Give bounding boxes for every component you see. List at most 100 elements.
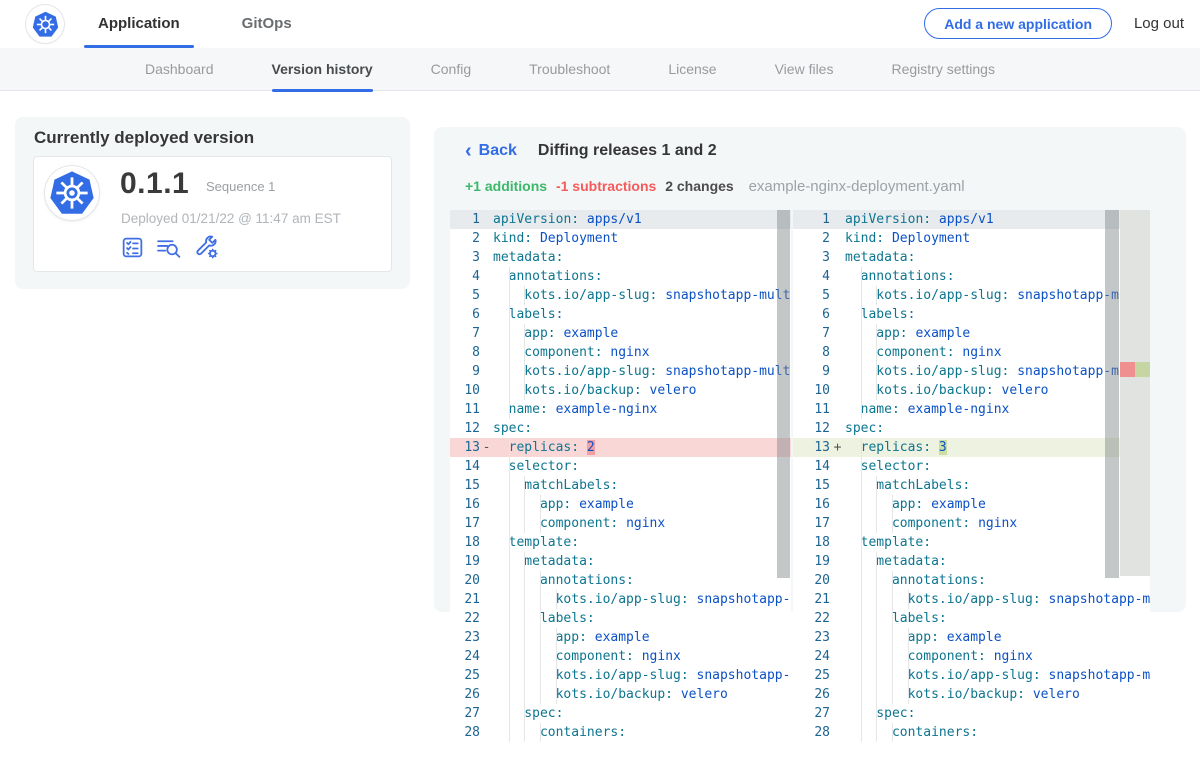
indent-guide <box>860 704 862 723</box>
indent-guide <box>508 267 510 286</box>
indent-guide <box>508 533 510 552</box>
indent-guide <box>508 552 510 571</box>
indent-guide <box>876 286 878 305</box>
line-number: 1 <box>822 212 830 227</box>
line-number: 23 <box>814 630 830 645</box>
yaml-key: metadata: <box>524 554 595 569</box>
code-line: 13- replicas: 2 <box>450 438 791 457</box>
diff-sign <box>480 267 493 286</box>
subnav-tab-dashboard[interactable]: Dashboard <box>145 61 214 77</box>
yaml-line-content: kots.io/backup: velero <box>493 685 791 704</box>
subnav-tab-troubleshoot[interactable]: Troubleshoot <box>529 61 611 77</box>
view-files-icon[interactable] <box>156 235 183 260</box>
code-line: 11 name: example-nginx <box>450 400 791 419</box>
indent-guide <box>860 495 862 514</box>
yaml-line-content: kots.io/app-slug: snapshotapp-multi <box>493 666 791 685</box>
yaml-line-content: component: nginx <box>845 514 1150 533</box>
subnav-tab-version-history[interactable]: Version history <box>271 48 373 92</box>
code-line: 23 app: example <box>793 628 1150 647</box>
diff-editor-modified: 1 apiVersion: apps/v1 2 kind: Deployment 3 me… <box>793 210 1150 743</box>
yaml-value: apps/v1 <box>586 212 642 227</box>
code-line: 5 kots.io/app-slug: snapshotapp-multi <box>450 286 791 305</box>
config-tools-icon[interactable] <box>194 234 220 260</box>
scrollbar-thumb[interactable] <box>1105 210 1119 578</box>
line-number: 15 <box>814 478 830 493</box>
indent-guide <box>539 685 541 704</box>
indent-guide <box>508 723 510 742</box>
indent-guide <box>539 628 541 647</box>
code-line: 21 kots.io/app-slug: snapshotapp-multi <box>450 590 791 609</box>
line-number: 18 <box>814 535 830 550</box>
indent-guide <box>876 571 878 590</box>
indent-guide <box>860 571 862 590</box>
yaml-value: example <box>931 497 986 512</box>
yaml-key: template: <box>508 535 580 550</box>
release-notes-icon[interactable] <box>120 235 145 260</box>
diff-sign <box>830 229 845 248</box>
code-line: 26 kots.io/backup: velero <box>793 685 1150 704</box>
subnav-tab-license[interactable]: License <box>668 61 717 77</box>
yaml-line-content: component: nginx <box>845 647 1150 666</box>
line-number: 10 <box>814 383 830 398</box>
yaml-line-content: app: example <box>845 628 1150 647</box>
indent-guide <box>891 723 893 742</box>
logout-button[interactable]: Log out <box>1133 15 1184 32</box>
line-number: 21 <box>464 592 480 607</box>
chevron-left-icon: ‹ <box>465 140 472 162</box>
yaml-key: kots.io/app-slug: <box>907 668 1041 683</box>
app-subnav: Dashboard Version history Config Troublesho… <box>0 48 1200 92</box>
yaml-line-content: spec: <box>493 704 791 723</box>
diff-sign <box>830 343 845 362</box>
line-number: 13 <box>464 440 480 455</box>
diff-sign <box>830 704 845 723</box>
yaml-key: component: <box>907 649 986 664</box>
indent-guide <box>907 590 909 609</box>
yaml-value: example <box>563 326 619 341</box>
yaml-key: kots.io/app-slug: <box>876 364 1010 379</box>
yaml-line-content: containers: <box>845 723 1150 742</box>
indent-guide <box>508 381 510 400</box>
indent-guide <box>876 666 878 685</box>
indent-guide <box>891 571 893 590</box>
yaml-value: example <box>915 326 971 341</box>
yaml-key: containers: <box>539 725 627 740</box>
add-new-application-button[interactable]: Add a new application <box>924 8 1112 39</box>
diff-sign <box>830 267 845 286</box>
indent-guide <box>508 647 510 666</box>
diff-sign <box>830 324 845 343</box>
yaml-line-content: labels: <box>493 305 791 324</box>
yaml-value: velero <box>1032 687 1080 702</box>
subnav-tab-registry-settings[interactable]: Registry settings <box>891 61 995 77</box>
yaml-key: kots.io/app-slug: <box>555 592 689 607</box>
indent-guide <box>539 590 541 609</box>
indent-guide <box>891 514 893 533</box>
back-button[interactable]: ‹ Back <box>465 140 517 162</box>
line-number: 8 <box>472 345 480 360</box>
indent-guide <box>876 514 878 533</box>
diff-stats: +1 additions -1 subtractions 2 changes e… <box>465 178 965 195</box>
topnav-tab-application[interactable]: Application <box>84 0 194 48</box>
diff-sign <box>480 324 493 343</box>
indent-guide <box>891 685 893 704</box>
code-line: 20 annotations: <box>450 571 791 590</box>
indent-guide <box>860 723 862 742</box>
indent-guide <box>508 476 510 495</box>
diff-sign <box>830 533 845 552</box>
yaml-key: replicas: <box>508 440 580 455</box>
deployed-version-panel: 0.1.1 Sequence 1 Deployed 01/21/22 @ 11:… <box>33 156 392 272</box>
diff-sign <box>830 400 845 419</box>
diff-sign <box>480 381 493 400</box>
subnav-tab-view-files[interactable]: View files <box>774 61 834 77</box>
yaml-key: apiVersion: <box>845 212 932 227</box>
topnav-tab-gitops[interactable]: GitOps <box>241 15 292 32</box>
indent-guide <box>860 438 862 457</box>
yaml-key: app: <box>539 497 572 512</box>
indent-guide <box>876 609 878 628</box>
diff-overview-ruler[interactable] <box>1120 210 1150 576</box>
indent-guide <box>891 628 893 647</box>
scrollbar-thumb[interactable] <box>777 210 790 578</box>
line-number: 5 <box>472 288 480 303</box>
subnav-tab-config[interactable]: Config <box>430 61 472 77</box>
indent-guide <box>539 609 541 628</box>
